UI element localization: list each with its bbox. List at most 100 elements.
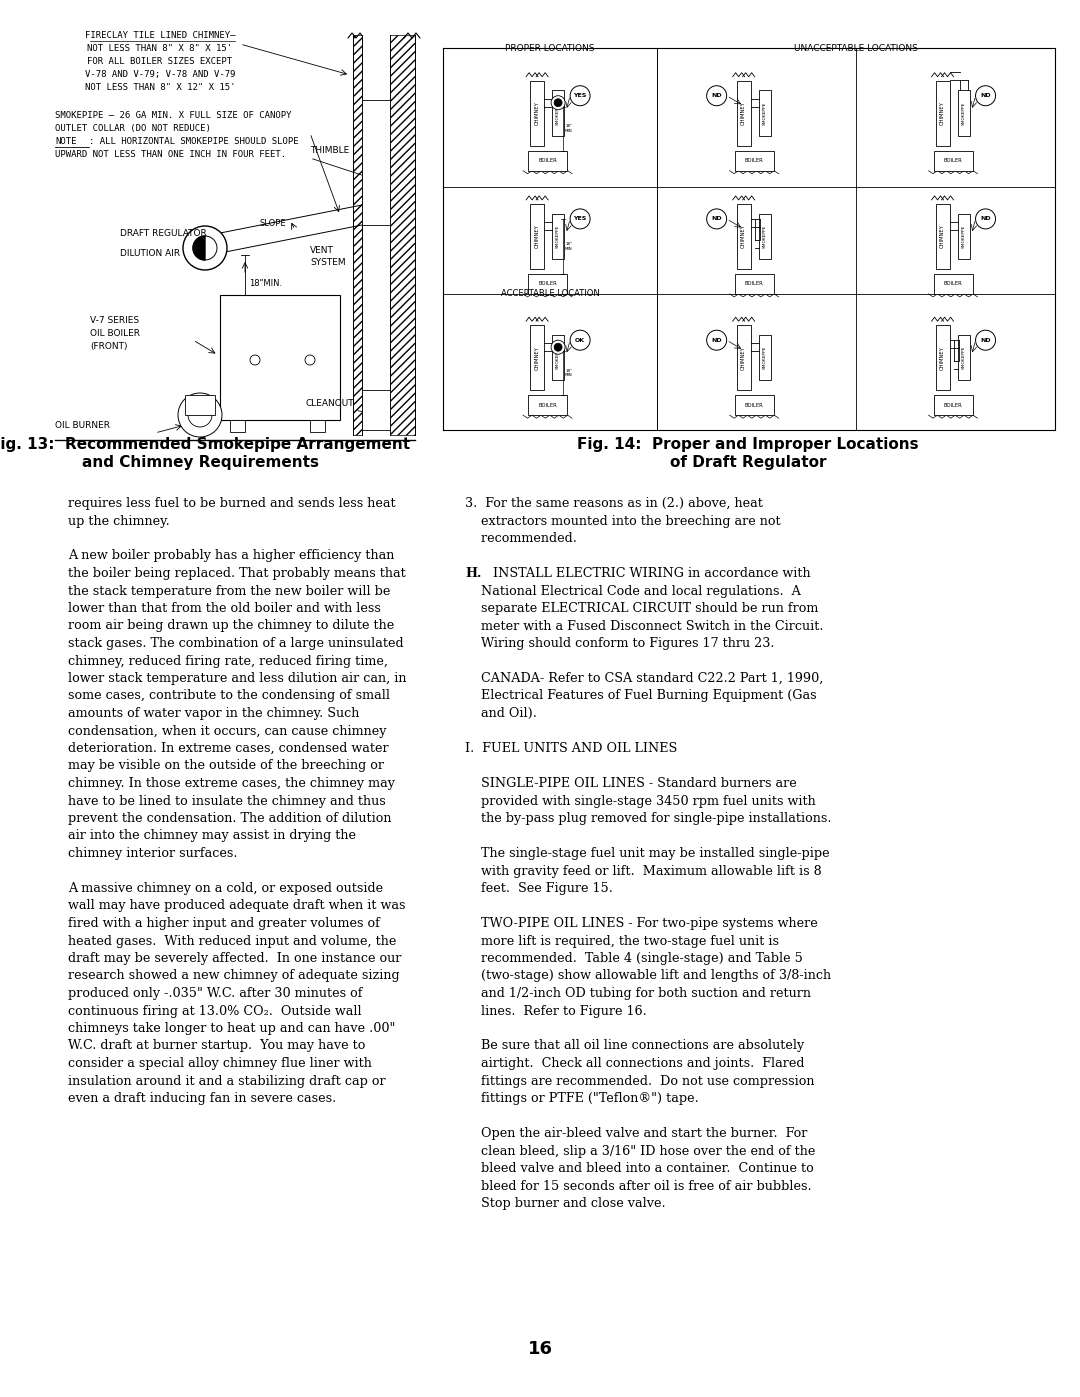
Text: deterioration. In extreme cases, condensed water: deterioration. In extreme cases, condens… (68, 742, 389, 754)
Circle shape (193, 236, 217, 260)
Text: with gravity feed or lift.  Maximum allowable lift is 8: with gravity feed or lift. Maximum allow… (465, 865, 822, 877)
Text: SMOKEPPE: SMOKEPPE (961, 102, 966, 124)
Text: condensation, when it occurs, can cause chimney: condensation, when it occurs, can cause … (68, 725, 387, 738)
Text: Open the air-bleed valve and start the burner.  For: Open the air-bleed valve and start the b… (465, 1127, 808, 1140)
Text: some cases, contribute to the condensing of small: some cases, contribute to the condensing… (68, 690, 390, 703)
Bar (958, 335, 970, 380)
Text: feet.  See Figure 15.: feet. See Figure 15. (465, 882, 612, 895)
Text: SLOPE: SLOPE (260, 219, 286, 228)
Text: chimney. In those extreme cases, the chimney may: chimney. In those extreme cases, the chi… (68, 777, 395, 789)
Text: NOT LESS THAN 8" X 12" X 15': NOT LESS THAN 8" X 12" X 15' (84, 82, 235, 92)
Text: 16: 16 (527, 1340, 553, 1358)
Text: THIMBLE: THIMBLE (310, 147, 349, 155)
Text: bleed valve and bleed into a container.  Continue to: bleed valve and bleed into a container. … (465, 1162, 813, 1175)
Text: CHIMNEY: CHIMNEY (940, 345, 945, 370)
Text: BOILER: BOILER (538, 402, 557, 408)
Text: BOILER: BOILER (944, 281, 962, 286)
Bar (362, 390, 390, 430)
Text: CHIMNEY: CHIMNEY (741, 101, 746, 126)
Text: UPWARD NOT LESS THAN ONE INCH IN FOUR FEET.: UPWARD NOT LESS THAN ONE INCH IN FOUR FE… (55, 149, 286, 159)
Text: Stop burner and close valve.: Stop burner and close valve. (465, 1197, 665, 1210)
Text: FIRECLAY TILE LINED CHIMNEY–: FIRECLAY TILE LINED CHIMNEY– (84, 31, 235, 41)
Text: W.C. draft at burner startup.  You may have to: W.C. draft at burner startup. You may ha… (68, 1039, 365, 1052)
Bar (530, 326, 544, 390)
Text: heated gases.  With reduced input and volume, the: heated gases. With reduced input and vol… (68, 935, 396, 947)
Text: National Electrical Code and local regulations.  A: National Electrical Code and local regul… (465, 584, 801, 598)
Text: wall may have produced adequate draft when it was: wall may have produced adequate draft wh… (68, 900, 405, 912)
Text: SMOKEPPE: SMOKEPPE (762, 346, 767, 369)
Text: NOTE: NOTE (55, 137, 77, 147)
Text: SMOKEPIPE – 26 GA MIN. X FULL SIZE OF CANOPY: SMOKEPIPE – 26 GA MIN. X FULL SIZE OF CA… (55, 110, 292, 120)
Text: The single-stage fuel unit may be installed single-pipe: The single-stage fuel unit may be instal… (465, 847, 829, 861)
Bar (390, 35, 415, 434)
Text: and 1/2-inch OD tubing for both suction and return: and 1/2-inch OD tubing for both suction … (465, 988, 811, 1000)
Text: DILUTION AIR: DILUTION AIR (120, 249, 180, 258)
Text: V-78 AND V-79; V-78 AND V-79: V-78 AND V-79; V-78 AND V-79 (84, 70, 235, 80)
Text: have to be lined to insulate the chimney and thus: have to be lined to insulate the chimney… (68, 795, 386, 807)
Text: chimneys take longer to heat up and can have .00": chimneys take longer to heat up and can … (68, 1023, 395, 1035)
Text: extractors mounted into the breeching are not: extractors mounted into the breeching ar… (465, 514, 781, 528)
Text: : ALL HORIZONTAL SMOKEPIPE SHOULD SLOPE: : ALL HORIZONTAL SMOKEPIPE SHOULD SLOPE (89, 137, 299, 147)
Text: and Oil).: and Oil). (465, 707, 537, 719)
Text: produced only -.035" W.C. after 30 minutes of: produced only -.035" W.C. after 30 minut… (68, 988, 363, 1000)
Bar (530, 81, 544, 145)
Text: provided with single-stage 3450 rpm fuel units with: provided with single-stage 3450 rpm fuel… (465, 795, 815, 807)
Text: CLEANOUT: CLEANOUT (305, 400, 353, 408)
Text: recommended.: recommended. (465, 532, 577, 545)
Circle shape (570, 210, 590, 229)
Bar (958, 214, 970, 260)
Text: BOILER: BOILER (538, 281, 557, 286)
Polygon shape (193, 236, 205, 260)
Bar (935, 326, 949, 390)
Text: UNACCEPTABLE LOCATIONS: UNACCEPTABLE LOCATIONS (794, 43, 918, 53)
Text: the by-pass plug removed for single-pipe installations.: the by-pass plug removed for single-pipe… (465, 812, 832, 826)
Text: CHIMNEY: CHIMNEY (535, 101, 540, 126)
Circle shape (706, 85, 727, 106)
Text: A new boiler probably has a higher efficiency than: A new boiler probably has a higher effic… (68, 549, 394, 563)
Text: BOILER: BOILER (538, 158, 557, 163)
Text: OK: OK (575, 338, 585, 342)
Text: amounts of water vapor in the chimney. Such: amounts of water vapor in the chimney. S… (68, 707, 360, 719)
Circle shape (975, 210, 996, 229)
Text: may be visible on the outside of the breeching or: may be visible on the outside of the bre… (68, 760, 384, 773)
Text: research showed a new chimney of adequate sizing: research showed a new chimney of adequat… (68, 970, 400, 982)
Text: 3.  For the same reasons as in (2.) above, heat: 3. For the same reasons as in (2.) above… (465, 497, 762, 510)
Bar (528, 274, 567, 293)
Text: 18"MIN.: 18"MIN. (249, 279, 282, 288)
Text: CHIMNEY: CHIMNEY (741, 345, 746, 370)
Text: the boiler being replaced. That probably means that: the boiler being replaced. That probably… (68, 567, 406, 580)
Text: CHIMNEY: CHIMNEY (741, 225, 746, 249)
Text: H.: H. (465, 567, 482, 580)
Circle shape (305, 355, 315, 365)
Text: DRAFT REGULATOR: DRAFT REGULATOR (120, 229, 206, 237)
Text: meter with a Fused Disconnect Switch in the Circuit.: meter with a Fused Disconnect Switch in … (465, 619, 824, 633)
Circle shape (183, 226, 227, 270)
Bar (528, 395, 567, 415)
Text: CHIMNEY: CHIMNEY (535, 225, 540, 249)
Text: BOILER: BOILER (944, 158, 962, 163)
Text: fittings are recommended.  Do not use compression: fittings are recommended. Do not use com… (465, 1074, 814, 1087)
Text: I.  FUEL UNITS AND OIL LINES: I. FUEL UNITS AND OIL LINES (465, 742, 677, 754)
Text: INSTALL ELECTRIC WIRING in accordance with: INSTALL ELECTRIC WIRING in accordance wi… (485, 567, 811, 580)
Text: Be sure that all oil line connections are absolutely: Be sure that all oil line connections ar… (465, 1039, 805, 1052)
Text: CHIMNEY: CHIMNEY (940, 101, 945, 126)
Text: OUTLET COLLAR (DO NOT REDUCE): OUTLET COLLAR (DO NOT REDUCE) (55, 124, 211, 133)
Text: bleed for 15 seconds after oil is free of air bubbles.: bleed for 15 seconds after oil is free o… (465, 1179, 812, 1193)
Text: continuous firing at 13.0% CO₂.  Outside wall: continuous firing at 13.0% CO₂. Outside … (68, 1004, 362, 1017)
Text: stack gases. The combination of a large uninsulated: stack gases. The combination of a large … (68, 637, 404, 650)
Text: insulation around it and a stabilizing draft cap or: insulation around it and a stabilizing d… (68, 1074, 386, 1087)
Text: lower than that from the old boiler and with less: lower than that from the old boiler and … (68, 602, 381, 615)
Circle shape (706, 210, 727, 229)
Text: ND: ND (712, 217, 721, 221)
Bar (935, 81, 949, 145)
Text: fittings or PTFE ("Teflon®") tape.: fittings or PTFE ("Teflon®") tape. (465, 1092, 699, 1105)
Bar (552, 335, 564, 380)
Bar (734, 395, 773, 415)
Bar (737, 326, 751, 390)
Text: of Draft Regulator: of Draft Regulator (670, 455, 826, 469)
Bar (353, 35, 362, 434)
Text: BOILER: BOILER (745, 158, 764, 163)
Text: 18"
MIN: 18" MIN (565, 369, 572, 377)
Circle shape (551, 96, 565, 110)
Bar (958, 91, 970, 136)
